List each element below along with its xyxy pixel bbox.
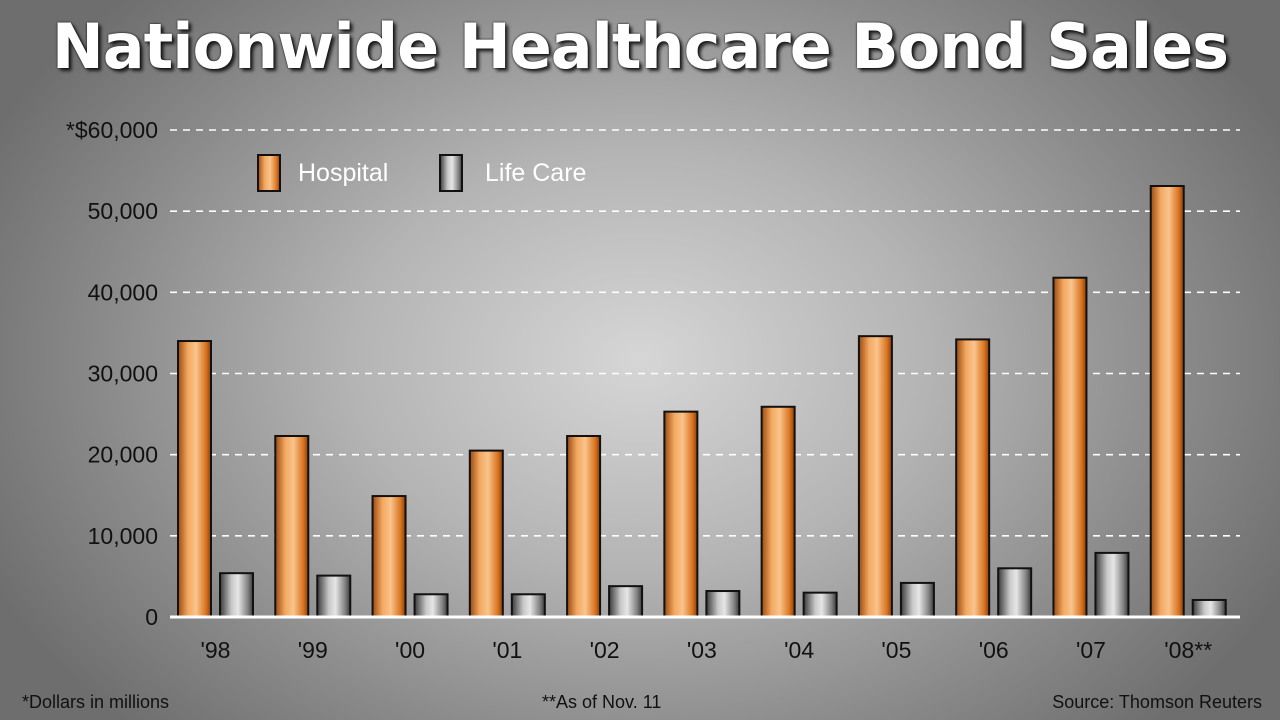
x-tick-label: '05: [881, 637, 911, 663]
legend-swatch-hospital: [257, 154, 281, 192]
y-tick-label: *$60,000: [66, 117, 158, 143]
x-tick-label: '06: [979, 637, 1009, 663]
x-tick-label: '08**: [1164, 637, 1212, 663]
bar-lifecare: [510, 593, 546, 618]
y-tick-label: 50,000: [88, 198, 158, 224]
bar-lifecare: [219, 572, 254, 618]
bar-lifecare: [997, 567, 1033, 618]
footnote-units: *Dollars in millions: [22, 692, 169, 712]
y-tick-label: 40,000: [88, 279, 158, 305]
y-tick-label: 20,000: [88, 442, 158, 468]
x-tick-label: '02: [590, 637, 620, 663]
bar-lifecare: [1094, 551, 1130, 619]
legend: Hospital Life Care: [257, 154, 586, 192]
footnote-asof: **As of Nov. 11: [542, 692, 661, 712]
x-axis-ticks: '98 '99 '00 '01 '02 '03 '04 '05 '06 '07 '08**: [201, 637, 1213, 663]
bar-hospital: [371, 495, 407, 619]
legend-label-lifecare: Life Care: [485, 159, 586, 187]
bar-lifecare: [316, 574, 352, 618]
x-tick-label: '04: [784, 637, 814, 663]
bar-hospital: [760, 405, 796, 618]
footnote-source: Source: Thomson Reuters: [1052, 692, 1262, 712]
bar-hospital: [955, 338, 991, 618]
bar-lifecare: [899, 581, 935, 618]
x-tick-label: '98: [201, 637, 231, 663]
legend-label-hospital: Hospital: [298, 159, 388, 187]
bar-hospital: [177, 340, 212, 618]
x-tick-label: '00: [395, 637, 425, 663]
x-tick-label: '01: [492, 637, 522, 663]
y-tick-label: 0: [145, 604, 158, 630]
bar-lifecare: [705, 590, 741, 619]
chart-title: Nationwide Healthcare Bond Sales: [51, 10, 1229, 83]
y-tick-label: 10,000: [88, 523, 158, 549]
bar-lifecare: [1191, 598, 1227, 619]
bar-lifecare: [608, 585, 644, 619]
bar-hospital: [566, 434, 602, 618]
x-tick-label: '99: [298, 637, 328, 663]
bar-hospital: [857, 335, 893, 618]
bar-hospital: [663, 410, 699, 619]
x-tick-label: '07: [1076, 637, 1106, 663]
grid-lines: [170, 129, 1240, 537]
x-tick-label: '03: [687, 637, 717, 663]
bar-lifecare: [413, 593, 449, 618]
bar-hospital: [1149, 185, 1185, 618]
bar-lifecare: [802, 591, 838, 619]
y-tick-label: 30,000: [88, 361, 158, 387]
bar-hospital: [468, 449, 504, 618]
legend-swatch-lifecare: [439, 154, 463, 192]
y-axis-ticks: 0 10,000 20,000 30,000 40,000 50,000 *$60,000: [66, 117, 158, 630]
bar-hospital: [274, 434, 310, 618]
bars: [177, 185, 1227, 619]
bar-hospital: [1052, 276, 1088, 618]
